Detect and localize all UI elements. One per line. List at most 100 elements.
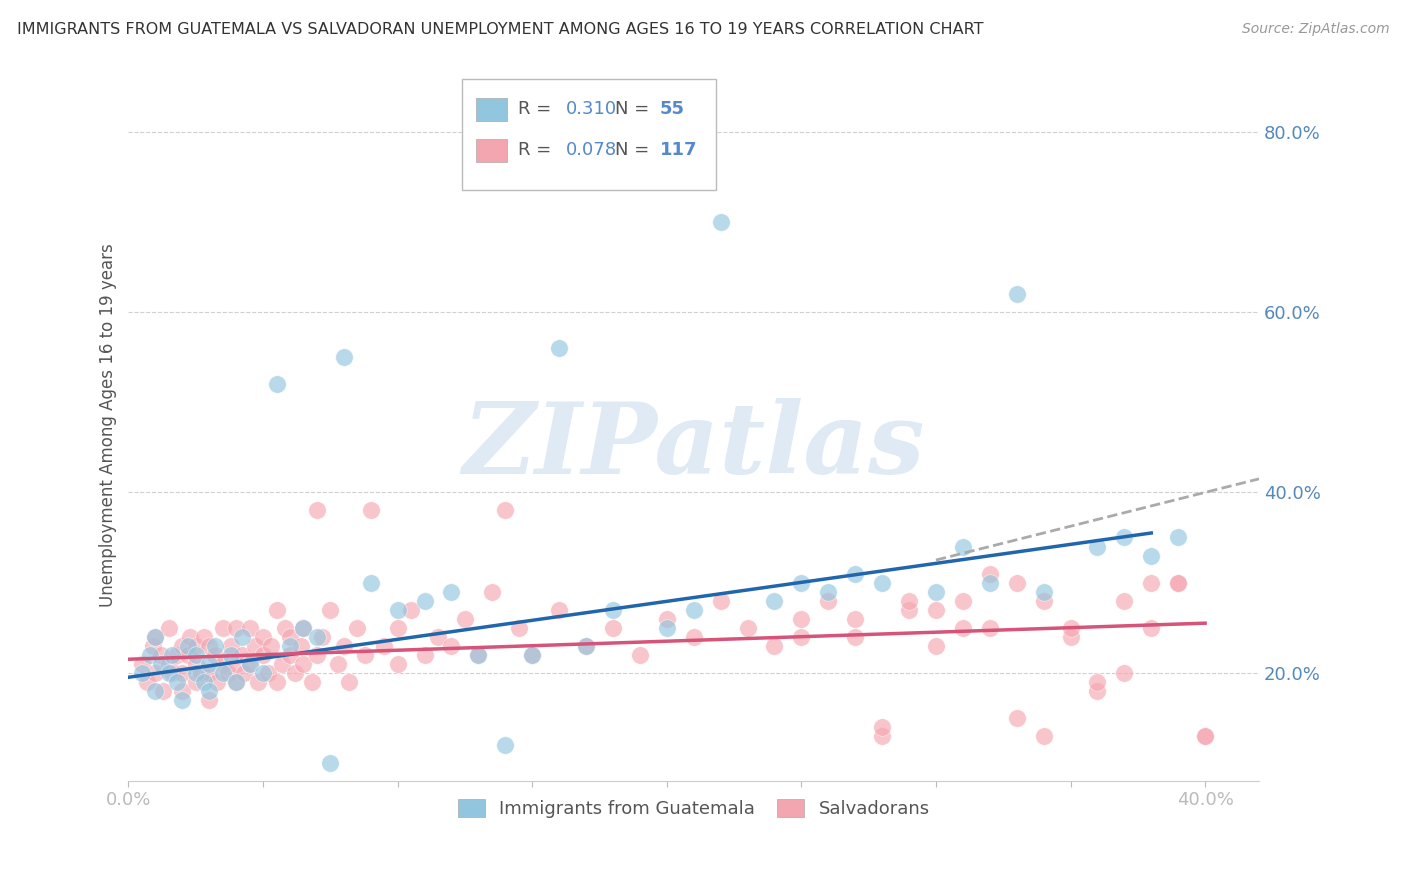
- Point: [176, 648, 198, 662]
- Text: N =: N =: [614, 142, 655, 160]
- Point: [260, 639, 283, 653]
- Point: [319, 756, 342, 770]
- Point: [440, 639, 463, 653]
- Point: [198, 657, 221, 671]
- Point: [207, 674, 229, 689]
- Point: [225, 674, 247, 689]
- Point: [231, 630, 253, 644]
- Legend: Immigrants from Guatemala, Salvadorans: Immigrants from Guatemala, Salvadorans: [451, 791, 936, 825]
- Point: [373, 639, 395, 653]
- Point: [682, 602, 704, 616]
- Point: [225, 674, 247, 689]
- Point: [333, 639, 356, 653]
- Point: [139, 648, 162, 662]
- Point: [1167, 575, 1189, 590]
- Y-axis label: Unemployment Among Ages 16 to 19 years: Unemployment Among Ages 16 to 19 years: [100, 243, 117, 607]
- Point: [346, 621, 368, 635]
- Point: [952, 593, 974, 607]
- Point: [273, 621, 295, 635]
- Point: [710, 593, 733, 607]
- Point: [898, 602, 921, 616]
- Point: [1140, 549, 1163, 563]
- Point: [1087, 683, 1109, 698]
- Point: [157, 657, 180, 671]
- Point: [184, 665, 207, 680]
- Point: [655, 621, 678, 635]
- Point: [870, 575, 893, 590]
- Point: [145, 630, 167, 644]
- Point: [1032, 729, 1054, 743]
- Point: [548, 341, 571, 355]
- Point: [790, 630, 813, 644]
- Text: N =: N =: [614, 100, 655, 118]
- Point: [925, 584, 948, 599]
- Point: [172, 665, 194, 680]
- Point: [257, 665, 280, 680]
- Point: [246, 674, 269, 689]
- Point: [292, 621, 315, 635]
- Point: [266, 377, 288, 392]
- Point: [1059, 621, 1081, 635]
- Point: [952, 540, 974, 554]
- Point: [211, 665, 233, 680]
- Point: [898, 593, 921, 607]
- Point: [1114, 665, 1136, 680]
- Point: [278, 630, 301, 644]
- Point: [301, 674, 323, 689]
- Point: [628, 648, 651, 662]
- Point: [817, 584, 839, 599]
- Point: [172, 693, 194, 707]
- Point: [1032, 593, 1054, 607]
- Point: [252, 648, 274, 662]
- Point: [184, 648, 207, 662]
- Point: [266, 674, 288, 689]
- Point: [763, 593, 786, 607]
- Point: [252, 665, 274, 680]
- Point: [278, 648, 301, 662]
- Point: [494, 503, 516, 517]
- Point: [166, 674, 188, 689]
- Point: [817, 593, 839, 607]
- Point: [844, 630, 866, 644]
- Text: R =: R =: [519, 100, 558, 118]
- Point: [1194, 729, 1216, 743]
- Point: [166, 648, 188, 662]
- Point: [145, 630, 167, 644]
- Point: [1087, 540, 1109, 554]
- Point: [157, 665, 180, 680]
- Point: [427, 630, 450, 644]
- Point: [149, 648, 172, 662]
- FancyBboxPatch shape: [475, 139, 508, 161]
- Point: [790, 575, 813, 590]
- Point: [219, 639, 242, 653]
- Point: [292, 657, 315, 671]
- Point: [1005, 287, 1028, 301]
- Point: [198, 693, 221, 707]
- Point: [172, 639, 194, 653]
- Point: [292, 621, 315, 635]
- Point: [387, 602, 409, 616]
- Point: [193, 630, 215, 644]
- Point: [198, 665, 221, 680]
- Point: [548, 602, 571, 616]
- Text: 55: 55: [659, 100, 685, 118]
- Point: [204, 648, 226, 662]
- Point: [160, 665, 183, 680]
- FancyBboxPatch shape: [463, 79, 716, 190]
- Point: [136, 674, 159, 689]
- Point: [142, 639, 165, 653]
- Point: [337, 674, 360, 689]
- Point: [204, 639, 226, 653]
- Point: [149, 657, 172, 671]
- Point: [328, 657, 350, 671]
- Point: [145, 665, 167, 680]
- Point: [1032, 584, 1054, 599]
- Point: [176, 639, 198, 653]
- Point: [184, 639, 207, 653]
- Point: [145, 683, 167, 698]
- Point: [233, 665, 256, 680]
- Point: [870, 720, 893, 734]
- Point: [1167, 531, 1189, 545]
- Point: [494, 738, 516, 752]
- Point: [413, 648, 436, 662]
